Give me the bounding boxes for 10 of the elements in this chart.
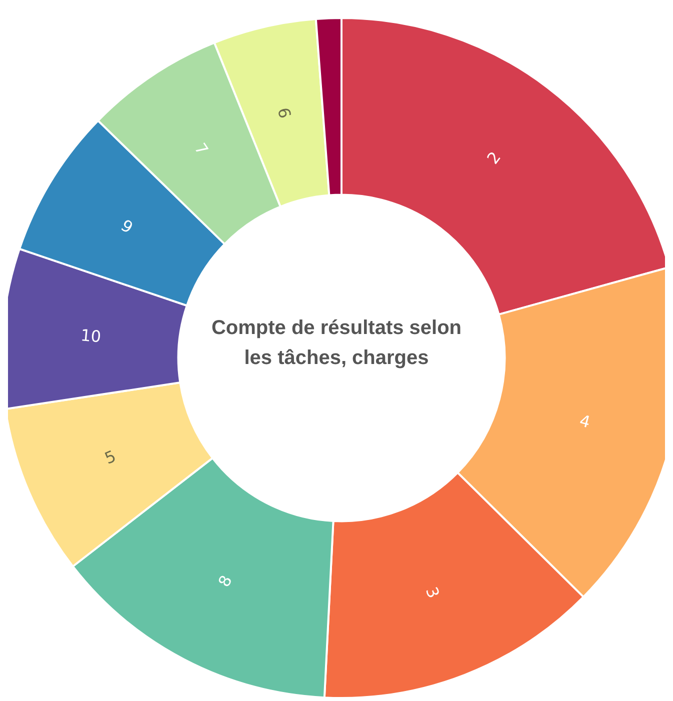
text: Compte de résultats selon les tâches, charges <box>210 316 463 371</box>
slice-label: 8 <box>214 572 236 590</box>
slice-label: 9 <box>118 216 136 238</box>
slice-label: 7 <box>190 140 212 159</box>
slice-label: 3 <box>422 584 444 601</box>
slice-label: 6 <box>274 106 295 120</box>
slice-label: 5 <box>102 446 119 468</box>
slice-label: 10 <box>80 326 102 346</box>
slice-label: 2 <box>483 148 504 168</box>
slice-label: 4 <box>578 410 592 432</box>
